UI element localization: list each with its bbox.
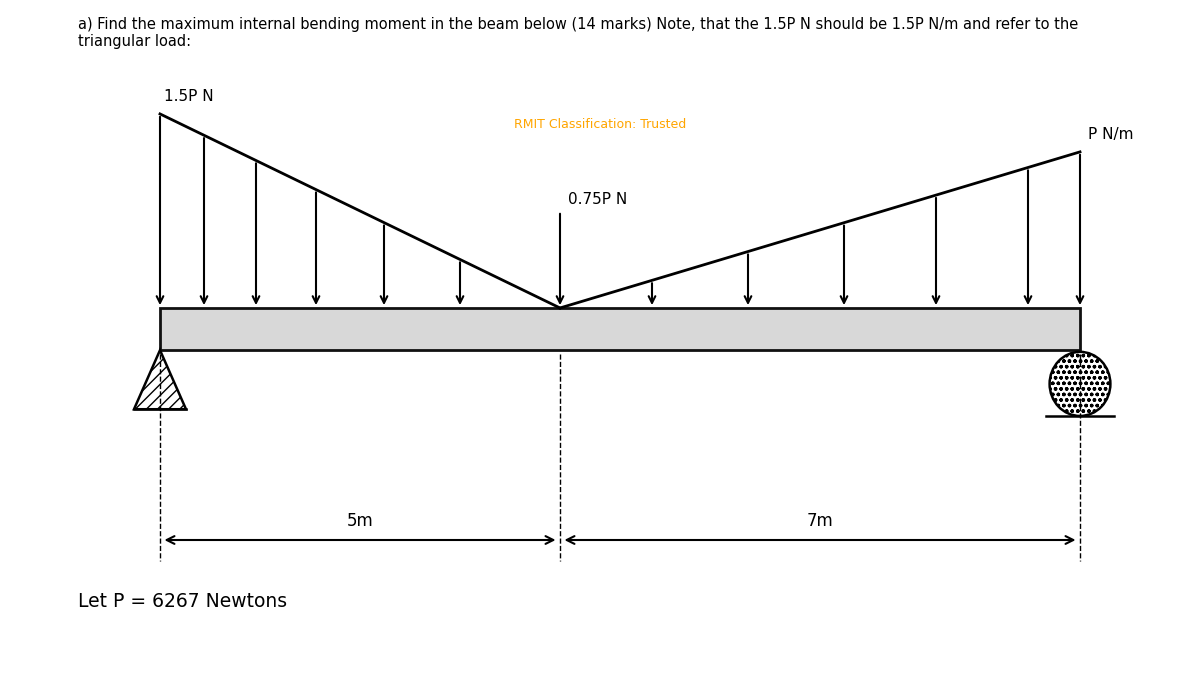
Text: 7m: 7m (806, 512, 833, 530)
Text: RMIT Classification: Trusted: RMIT Classification: Trusted (514, 118, 686, 131)
Text: 0.75P N: 0.75P N (568, 192, 628, 207)
Text: Let P = 6267 Newtons: Let P = 6267 Newtons (78, 592, 287, 611)
Polygon shape (134, 350, 186, 409)
Text: a) Find the maximum internal bending moment in the beam below (14 marks) Note, t: a) Find the maximum internal bending mom… (78, 17, 1079, 49)
Circle shape (1050, 352, 1110, 416)
Polygon shape (160, 308, 1080, 350)
Text: P N/m: P N/m (1088, 127, 1134, 142)
Text: 1.5P N: 1.5P N (164, 89, 214, 104)
Text: 5m: 5m (347, 512, 373, 530)
